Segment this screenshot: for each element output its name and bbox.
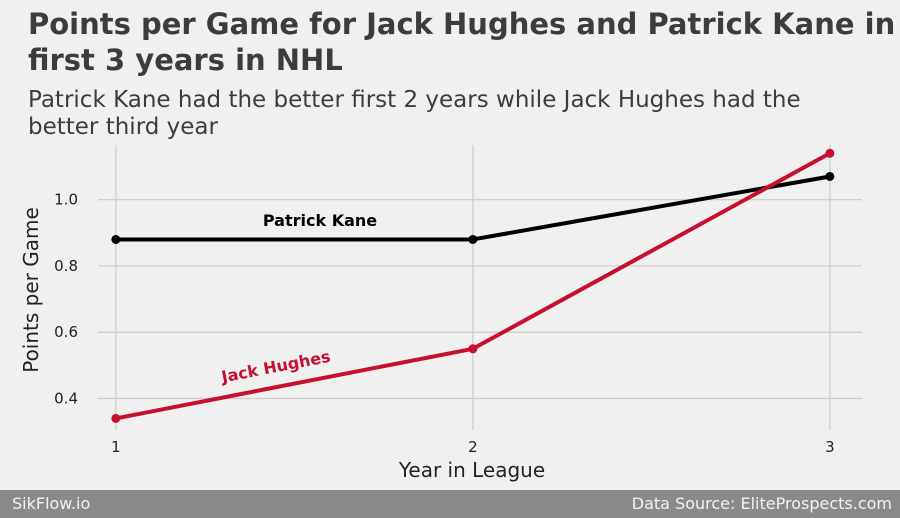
y-tick-label: 0.6 [54,323,78,341]
y-tick-label: 0.8 [54,257,78,275]
x-axis-label: Year in League [398,458,545,482]
series-label-patrick-kane: Patrick Kane [263,211,377,230]
y-axis-label: Points per Game [19,207,43,373]
x-tick-label: 2 [468,438,478,456]
data-point-jack-hughes [111,413,121,423]
chart-title: Points per Game for Jack Hughes and Patr… [28,7,896,77]
footer-brand: SikFlow.io [12,494,91,513]
chart-subtitle: Patrick Kane had the better first 2 year… [28,87,801,140]
grid [98,145,862,430]
y-tick-label: 1.0 [54,191,78,209]
data-point-jack-hughes [825,148,835,158]
y-tick-label: 0.4 [54,390,78,408]
x-tick-label: 3 [825,438,835,456]
data-point-patrick-kane [468,234,478,244]
footer-bar: SikFlow.io Data Source: EliteProspects.c… [0,490,900,518]
data-point-patrick-kane [111,234,121,244]
data-point-patrick-kane [825,171,835,181]
x-tick-label: 1 [111,438,121,456]
data-point-jack-hughes [468,344,478,354]
footer-source: Data Source: EliteProspects.com [631,494,892,513]
series-lines [111,148,835,423]
tick-labels: 0.4 0.6 0.8 1.0 1 2 3 [54,191,835,456]
line-chart: 0.4 0.6 0.8 1.0 1 2 3 Year in League Points pe… [19,145,862,482]
